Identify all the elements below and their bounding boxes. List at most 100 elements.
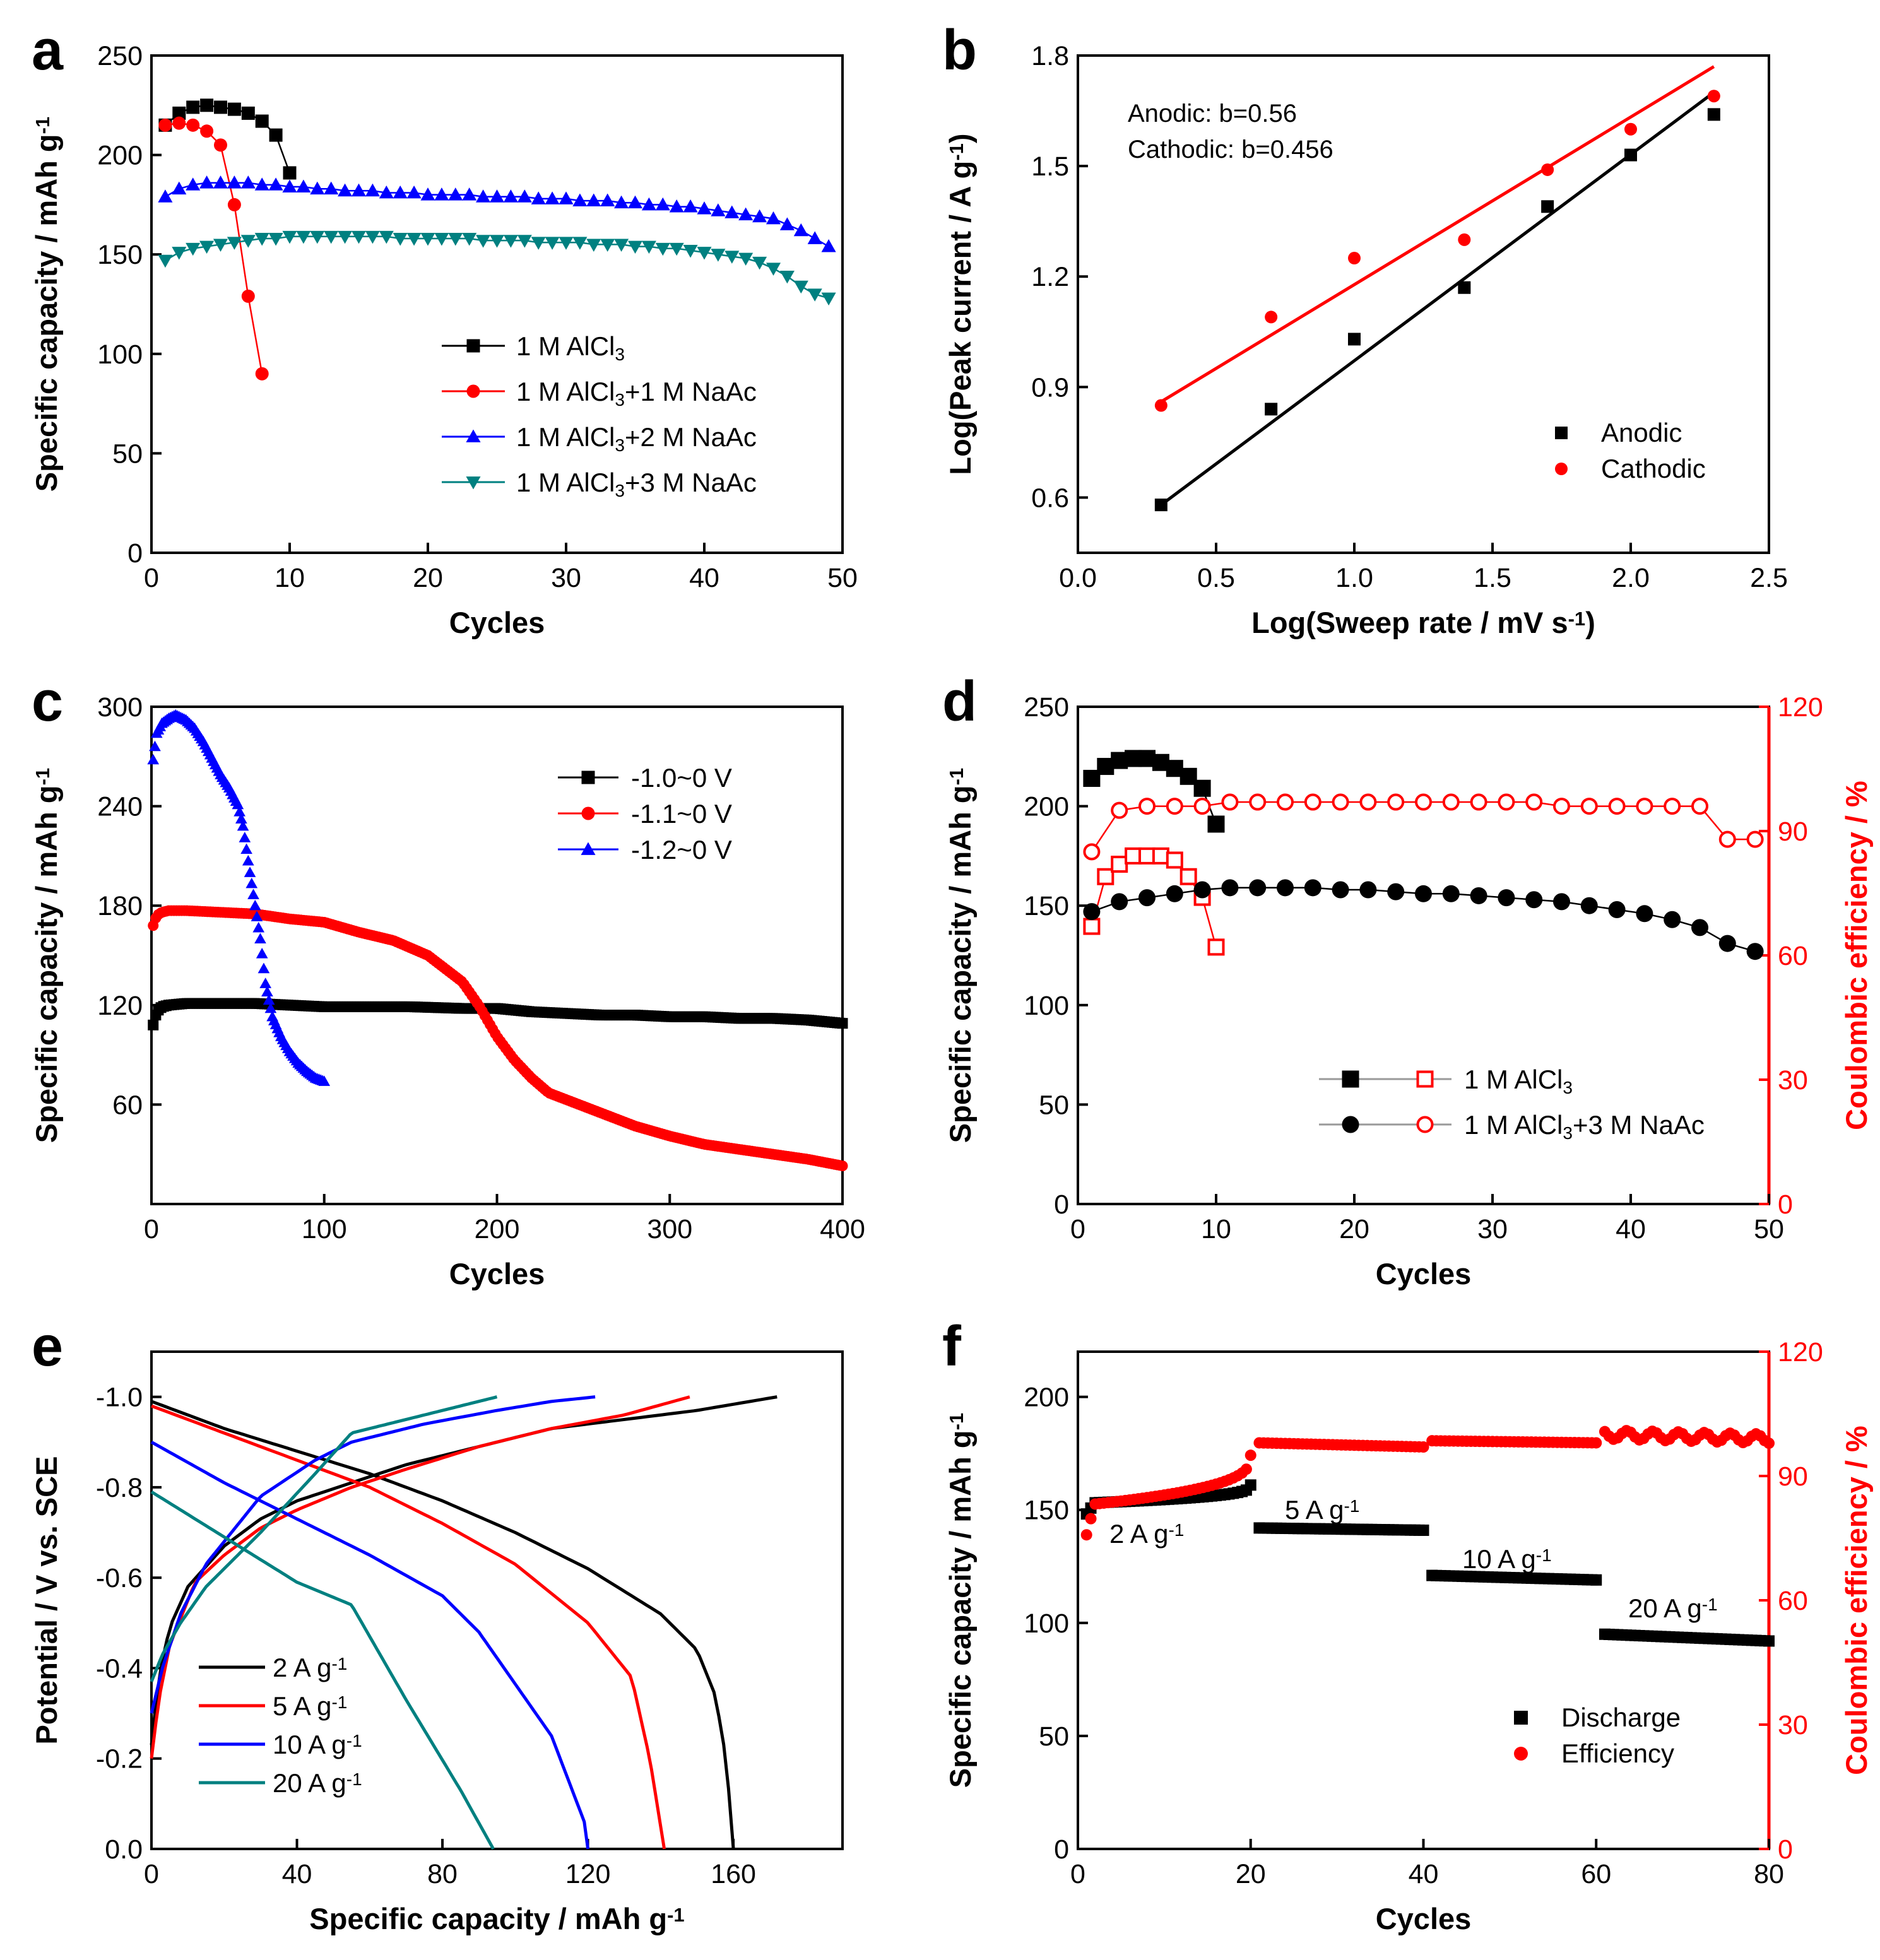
data-point xyxy=(1166,851,1183,869)
data-point xyxy=(711,203,726,216)
plot-frame xyxy=(150,54,844,554)
y-axis-label-part: ) xyxy=(943,133,977,143)
x-axis-label: Cycles xyxy=(1376,1902,1472,1935)
legend-marker xyxy=(1514,1711,1528,1725)
x-axis-label-part: ) xyxy=(1585,606,1595,639)
data-point xyxy=(1125,847,1142,865)
data-point xyxy=(239,832,251,842)
data-point xyxy=(517,235,532,248)
data-point xyxy=(1498,793,1515,811)
data-point xyxy=(655,197,670,211)
data-point xyxy=(199,240,215,254)
data-point xyxy=(406,233,422,246)
data-point xyxy=(1746,830,1764,848)
rate-annotation-part: 10 A g xyxy=(1462,1544,1536,1574)
data-point xyxy=(779,270,795,284)
data-point xyxy=(448,187,463,201)
data-point xyxy=(158,118,172,132)
legend-marker xyxy=(1555,463,1568,475)
annotation: Anodic: b=0.56 xyxy=(1128,100,1297,127)
series xyxy=(148,905,848,1172)
data-point xyxy=(1359,793,1377,811)
data-point xyxy=(1387,883,1405,900)
data-point xyxy=(247,888,259,899)
data-point xyxy=(614,239,629,252)
y-axis-label-part: -1 xyxy=(32,768,54,786)
y-right-tick-label: 0 xyxy=(1778,1834,1793,1865)
series xyxy=(1080,1425,1775,1541)
data-point xyxy=(1359,881,1377,899)
data-point xyxy=(318,1075,331,1086)
data-point xyxy=(296,230,311,244)
data-point xyxy=(1553,798,1570,815)
legend-marker xyxy=(1416,1116,1434,1133)
legend-label: 1 M AlCl3+3 M NaAc xyxy=(516,468,757,500)
data-point xyxy=(462,187,477,201)
data-point xyxy=(476,235,491,248)
data-point xyxy=(434,233,449,246)
data-point xyxy=(1083,843,1101,861)
data-point xyxy=(1691,798,1708,815)
legend-label: 2 A g-1 xyxy=(273,1653,347,1682)
data-point xyxy=(586,193,601,207)
data-point xyxy=(227,198,241,211)
legend-label-part: -1 xyxy=(331,1654,347,1674)
series xyxy=(150,1395,498,1850)
legend-label: Efficiency xyxy=(1561,1739,1674,1768)
rate-annotation-part: -1 xyxy=(1702,1595,1718,1614)
legend-marker xyxy=(1342,1116,1359,1133)
data-point xyxy=(1207,815,1225,833)
data-point xyxy=(420,233,435,246)
y-axis-label-part: Log(Peak current / A g xyxy=(943,161,977,475)
data-point xyxy=(1458,281,1471,294)
y-tick-label: 150 xyxy=(97,240,143,270)
data-point xyxy=(683,199,698,213)
data-point xyxy=(614,195,629,209)
data-point xyxy=(627,195,643,209)
x-axis-label: Cycles xyxy=(1376,1257,1472,1290)
data-point xyxy=(1277,879,1294,897)
data-point xyxy=(1763,1635,1775,1647)
rate-annotation: 2 A g-1 xyxy=(1109,1519,1184,1549)
data-point xyxy=(821,239,836,252)
data-point xyxy=(1304,793,1321,811)
data-point xyxy=(1707,108,1720,121)
legend-marker xyxy=(581,806,595,820)
rate-annotation-part: 20 A g xyxy=(1628,1593,1702,1623)
data-point xyxy=(559,237,574,250)
data-point xyxy=(1458,233,1471,246)
data-point xyxy=(1244,1479,1256,1491)
series xyxy=(1083,793,1764,861)
legend-marker xyxy=(581,770,595,784)
data-point xyxy=(1417,1441,1429,1453)
legend-item: -1.2~0 V xyxy=(558,835,732,865)
legend-item: 1 M AlCl3+2 M NaAc xyxy=(442,422,757,455)
data-point xyxy=(237,820,249,831)
data-point xyxy=(600,193,615,207)
data-point xyxy=(254,233,269,246)
rate-annotation-part: 5 A g xyxy=(1285,1495,1344,1525)
y-axis-label-part: Specific capacity / mAh g xyxy=(943,1430,977,1788)
data-point xyxy=(738,252,754,266)
data-point xyxy=(1111,801,1128,819)
x-tick-label: 200 xyxy=(475,1214,520,1244)
data-point xyxy=(837,1160,848,1172)
fit-line xyxy=(1160,91,1715,507)
data-point xyxy=(503,235,518,248)
y-tick-label: 200 xyxy=(1024,792,1069,822)
data-point xyxy=(683,244,698,258)
data-point xyxy=(738,207,754,221)
legend-label: 1 M AlCl3+3 M NaAc xyxy=(1464,1110,1705,1143)
data-point xyxy=(1249,879,1267,897)
data-point xyxy=(793,280,808,294)
discharge-curve xyxy=(151,1400,735,1850)
legend-marker xyxy=(466,429,481,442)
annotation: Cathodic: b=0.456 xyxy=(1128,136,1333,163)
data-point xyxy=(752,256,767,270)
x-tick-label: 10 xyxy=(1201,1214,1231,1244)
plot-frame xyxy=(150,1350,844,1850)
data-point xyxy=(1415,885,1432,902)
data-point xyxy=(186,242,201,256)
legend-label: 1 M AlCl3+2 M NaAc xyxy=(516,422,757,455)
data-point xyxy=(669,242,684,256)
